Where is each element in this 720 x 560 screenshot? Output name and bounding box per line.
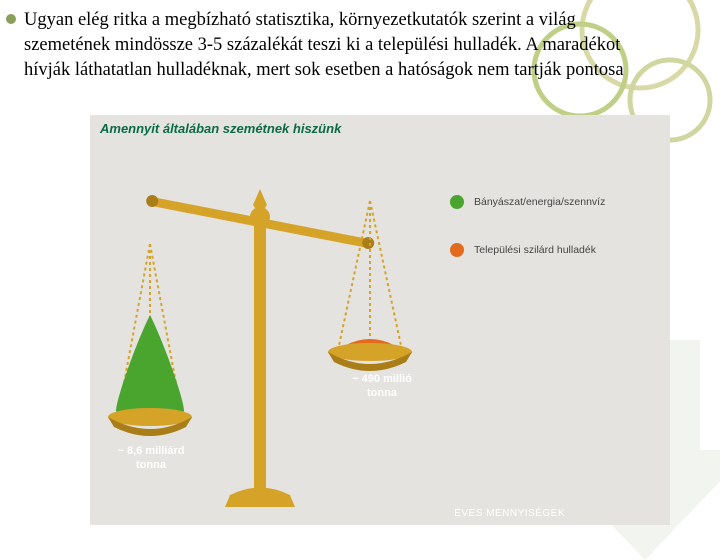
- figure-footer: ÉVES MENNYISÉGEK: [454, 508, 565, 519]
- legend-swatch-icon: [450, 243, 464, 257]
- right-value: ~ 490 millió tonna: [337, 373, 427, 401]
- legend-row: Bányászat/energia/szennvíz: [450, 195, 660, 209]
- bullet-icon: [6, 14, 16, 24]
- left-value: ~ 8,6 milliárd tonna: [106, 445, 196, 473]
- legend-label: Települési szilárd hulladék: [474, 244, 596, 256]
- legend-label: Bányászat/energia/szennvíz: [474, 196, 605, 208]
- figure-panel: Amennyit általában szemétnek hiszünk: [90, 115, 670, 525]
- legend-row: Települési szilárd hulladék: [450, 243, 660, 257]
- figure-title: Amennyit általában szemétnek hiszünk: [100, 121, 341, 136]
- legend: Bányászat/energia/szennvíz Települési sz…: [450, 195, 660, 291]
- legend-swatch-icon: [450, 195, 464, 209]
- left-pile: [116, 315, 184, 416]
- body-text: Ugyan elég ritka a megbízható statisztik…: [24, 8, 660, 83]
